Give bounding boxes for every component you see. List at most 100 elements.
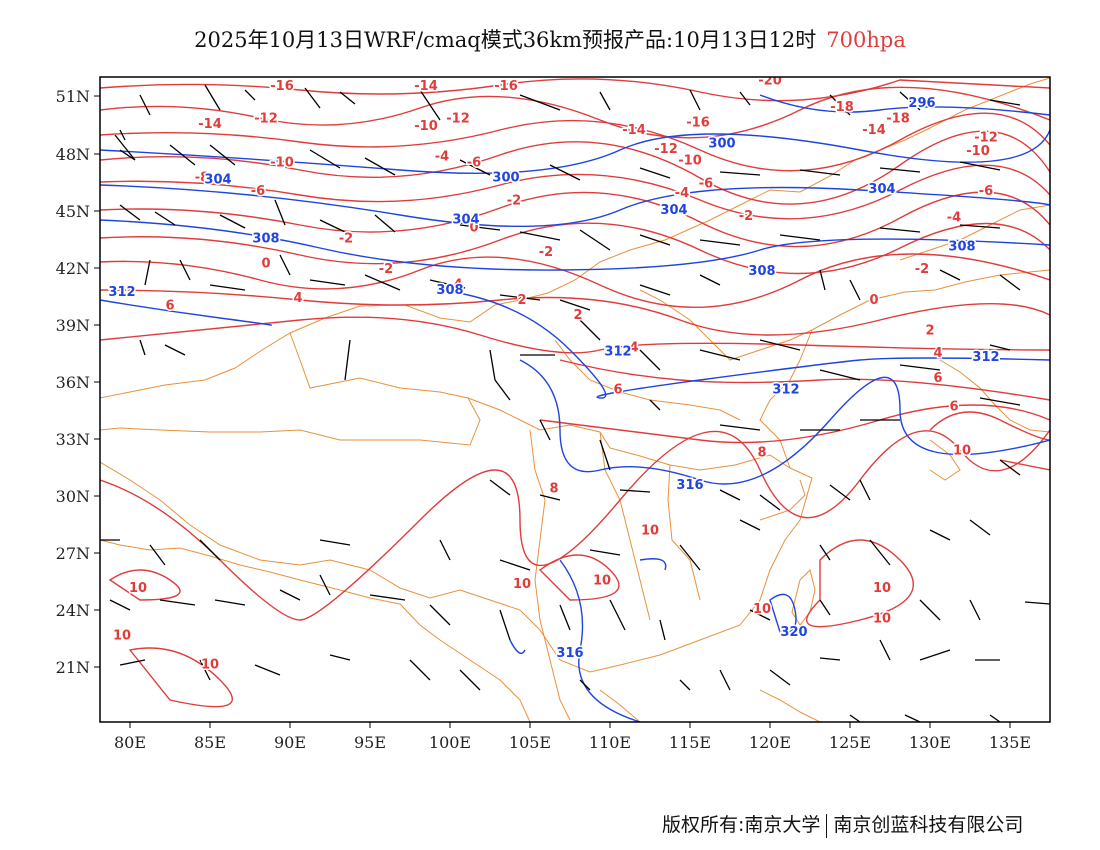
lon-tick-label: 115E: [669, 733, 711, 752]
temperature-contour-label: -2: [507, 194, 521, 209]
temperature-contour-label: -10: [678, 154, 702, 169]
temperature-contour-label: -14: [198, 117, 222, 132]
temperature-contour-label: -10: [966, 144, 990, 159]
height-contour-label: 304: [868, 182, 895, 197]
temperature-contour-label: -6: [251, 184, 265, 199]
latitude-axis: 51N 48N 45N 42N 39N 36N 33N 30N 27N 24N …: [56, 87, 100, 677]
lat-tick-label: 48N: [56, 145, 90, 164]
temperature-contour-label: -6: [467, 155, 481, 170]
temperature-contour-label: -8: [195, 171, 209, 186]
height-contour-label: 304: [204, 173, 231, 188]
lon-tick-label: 95E: [354, 733, 386, 752]
temperature-contour-label: -14: [622, 123, 646, 138]
lon-tick: 120E: [749, 722, 791, 752]
height-contour-label: 304: [660, 203, 687, 218]
temperature-contour-label: -12: [446, 112, 470, 127]
temperature-contour-label: -16: [270, 79, 294, 94]
temperature-contours: [100, 78, 1050, 708]
temperature-contour-label: 6: [933, 371, 942, 386]
temperature-contour-label: 6: [165, 299, 174, 314]
lat-tick: 42N: [56, 259, 100, 278]
lat-tick-label: 45N: [56, 202, 90, 221]
height-contour-label: 308: [252, 232, 279, 247]
temperature-contour-label: 8: [757, 445, 766, 460]
temperature-contour-label: 2: [925, 323, 934, 338]
temperature-contour-label: 10: [201, 657, 219, 672]
lon-tick: 85E: [194, 722, 226, 752]
temperature-contour-label: -2: [339, 232, 353, 247]
height-contour-label: 320: [780, 625, 807, 640]
lat-tick: 48N: [56, 145, 100, 164]
temperature-contour-label: 10: [873, 612, 891, 627]
lat-tick-label: 36N: [56, 373, 90, 392]
temperature-contour-label: -2: [739, 209, 753, 224]
temperature-contour-label: 8: [549, 482, 558, 497]
copyright-footer: 版权所有:南京大学 南京创蓝科技有限公司: [662, 810, 1023, 838]
height-contour-label: 312: [772, 383, 799, 398]
height-contour-label: 304: [452, 213, 479, 228]
temperature-contour-label: -12: [974, 131, 998, 146]
temperature-contour-label: 4: [629, 341, 638, 356]
lon-tick-label: 85E: [194, 733, 226, 752]
temperature-contour-label: -20: [758, 73, 782, 88]
temperature-contour-label: 10: [873, 581, 891, 596]
temperature-contour-label: 4: [453, 278, 462, 293]
temperature-contour-label: 2: [573, 308, 582, 323]
lat-tick-label: 21N: [56, 658, 90, 677]
height-contour-label: 300: [492, 171, 519, 186]
temperature-contour-label: -14: [414, 79, 438, 94]
longitude-axis: 80E 85E 90E 95E 100E 105E 110E 115E 120E…: [114, 722, 1031, 752]
temperature-contour-label: -4: [947, 211, 961, 226]
temperature-contour-label: 10: [129, 581, 147, 596]
lat-tick-label: 39N: [56, 316, 90, 335]
temperature-contour-label: -2: [915, 262, 929, 277]
lat-tick: 51N: [56, 87, 100, 106]
temperature-contour-label: -14: [862, 123, 886, 138]
lon-tick-label: 120E: [749, 733, 791, 752]
lat-tick-label: 24N: [56, 601, 90, 620]
wind-barbs: [100, 84, 1050, 722]
title-level: 700hpa: [826, 28, 906, 52]
temperature-contour-label: 0: [869, 293, 878, 308]
temperature-contour-label: 6: [949, 400, 958, 415]
lat-tick: 30N: [56, 487, 100, 506]
plot-background: [100, 77, 1050, 722]
temperature-contour-label: 10: [953, 444, 971, 459]
copyright-company: 南京创蓝科技有限公司: [833, 814, 1024, 836]
height-contours: [100, 94, 1050, 722]
lat-tick-label: 33N: [56, 430, 90, 449]
temperature-contour-label: -4: [435, 150, 449, 165]
lon-tick-label: 100E: [429, 733, 471, 752]
temperature-contour-label: -16: [686, 115, 710, 130]
lat-tick: 39N: [56, 316, 100, 335]
lat-tick-label: 42N: [56, 259, 90, 278]
temperature-contour-label: -2: [539, 245, 553, 260]
lat-tick: 21N: [56, 658, 100, 677]
lat-tick: 24N: [56, 601, 100, 620]
lon-tick-label: 130E: [909, 733, 951, 752]
height-contour-label: 312: [108, 285, 135, 300]
plot-frame: [99, 76, 1051, 723]
lat-tick-label: 51N: [56, 87, 90, 106]
lat-tick: 45N: [56, 202, 100, 221]
temperature-contour-label: 4: [933, 346, 942, 361]
height-contour-label: 312: [604, 344, 631, 359]
lon-tick: 135E: [989, 722, 1031, 752]
lon-tick: 95E: [354, 722, 386, 752]
lat-tick: 27N: [56, 544, 100, 563]
footer-divider: [826, 813, 828, 838]
temperature-contour-label: -10: [414, 119, 438, 134]
lon-tick-label: 90E: [274, 733, 306, 752]
temperature-contour-label: 6: [613, 383, 622, 398]
lon-tick: 90E: [274, 722, 306, 752]
temperature-contour-label: 10: [753, 602, 771, 617]
temperature-contour-label: 2: [517, 293, 526, 308]
height-contour-label: 312: [972, 350, 999, 365]
lon-tick: 80E: [114, 722, 146, 752]
title-main: 2025年10月13日WRF/cmaq模式36km预报产品:10月13日12时: [194, 28, 817, 52]
height-contour-label: 316: [556, 646, 583, 661]
temperature-contour-label: -12: [254, 112, 278, 127]
temperature-contour-label: -6: [699, 176, 713, 191]
temperature-contour-label: -12: [654, 142, 678, 157]
height-contour-label: 308: [436, 283, 463, 298]
